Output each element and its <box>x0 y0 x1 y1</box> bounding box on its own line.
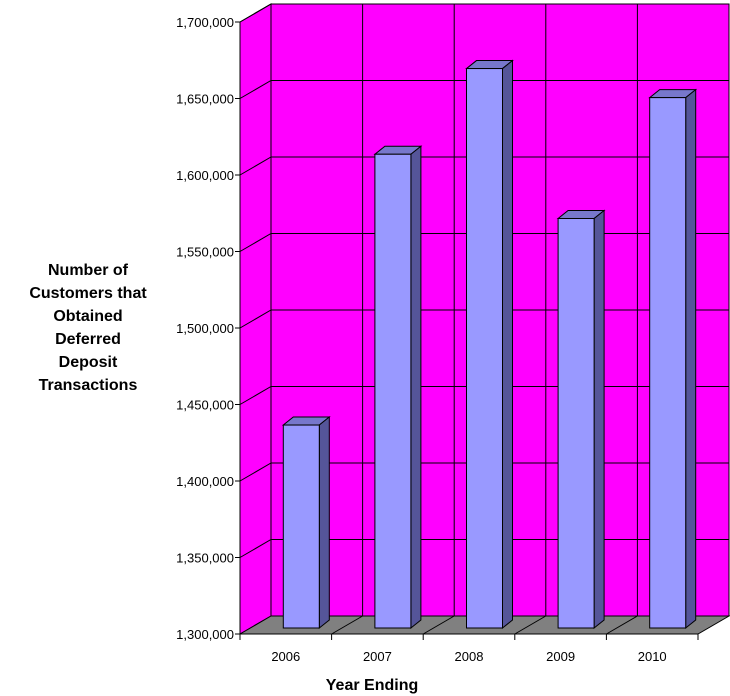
bars <box>281 59 698 630</box>
bar-front <box>649 97 687 629</box>
x-tick-labels: 2006 2007 2008 2009 2010 <box>271 649 666 664</box>
floor-divider <box>514 615 547 635</box>
bar-2009 <box>556 209 606 630</box>
y-axis-title-line: Transactions <box>39 377 138 394</box>
x-tick-label: 2009 <box>546 649 575 664</box>
y-tick-label: 1,350,000 <box>176 551 234 566</box>
x-tick-label: 2010 <box>638 649 667 664</box>
bar-front <box>282 424 320 629</box>
y-axis-title: Number of Customers that Obtained Deferred D… <box>29 262 147 394</box>
bar-2010 <box>648 88 698 630</box>
bar-side <box>410 145 422 630</box>
y-tick-label: 1,650,000 <box>176 92 234 107</box>
y-axis-title-line: Deposit <box>59 354 118 371</box>
bar-front <box>557 217 595 629</box>
bar-2006 <box>281 415 331 630</box>
gridline-h <box>239 80 729 99</box>
gridline-h <box>239 3 729 23</box>
y-tick-label: 1,550,000 <box>176 245 234 260</box>
bar-side <box>502 59 513 630</box>
y-axis-title-line: Customers that <box>29 285 147 302</box>
bar-side <box>685 88 697 630</box>
y-axis-title-line: Number of <box>48 262 129 279</box>
y-tick-label: 1,500,000 <box>176 321 234 336</box>
bar-side <box>593 209 605 630</box>
x-tick-label: 2006 <box>271 649 300 664</box>
bar-2007 <box>373 145 423 630</box>
floor-divider <box>606 615 638 635</box>
bar-front <box>466 68 503 629</box>
x-tick-label: 2007 <box>363 649 392 664</box>
y-tick-label: 1,300,000 <box>176 627 234 642</box>
y-tick-labels: 1,300,000 1,350,000 1,400,000 1,450,000 1,50… <box>176 15 234 642</box>
floor-divider <box>422 615 455 635</box>
x-axis-title: Year Ending <box>326 677 418 694</box>
floor-divider <box>331 615 363 635</box>
bar-2008 <box>465 59 514 630</box>
axes <box>235 21 699 640</box>
y-axis-title-line: Obtained <box>53 308 122 325</box>
bar-front <box>374 153 412 629</box>
gridline-h <box>239 156 729 176</box>
y-tick-label: 1,700,000 <box>176 15 234 30</box>
y-axis-title-line: Deferred <box>55 331 121 348</box>
y-tick-label: 1,600,000 <box>176 168 234 183</box>
y-tick-label: 1,400,000 <box>176 474 234 489</box>
bar-side <box>318 415 330 630</box>
y-tick-label: 1,450,000 <box>176 398 234 413</box>
x-tick-label: 2008 <box>455 649 484 664</box>
